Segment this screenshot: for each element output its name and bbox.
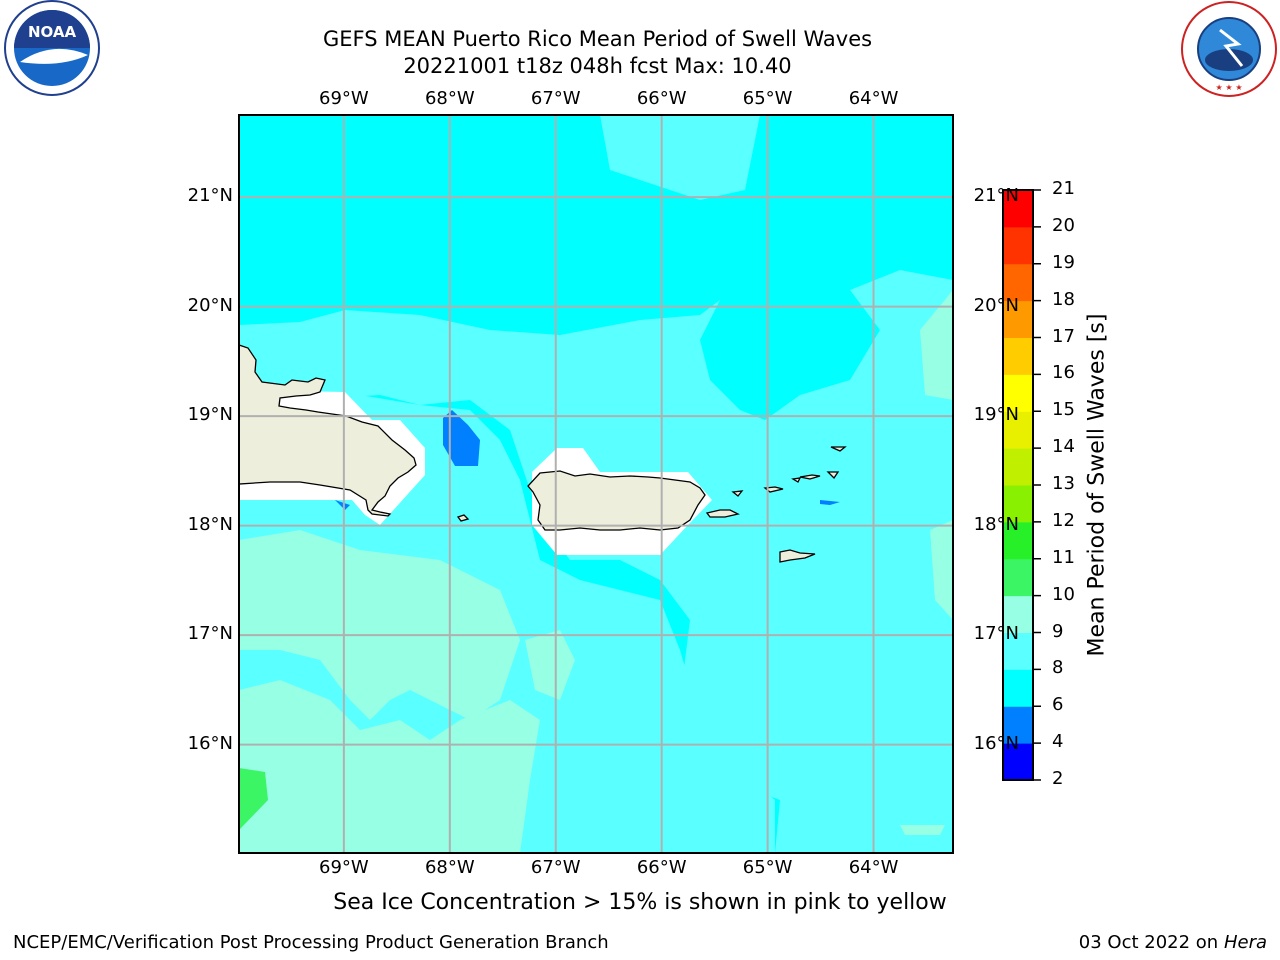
colorbar-swatch xyxy=(1003,226,1033,265)
latitude-label: 20°N xyxy=(973,294,1019,316)
colorbar-tick-label: 19 xyxy=(1052,251,1075,273)
period-10-11-region xyxy=(239,768,268,830)
colorbar-tick-label: 6 xyxy=(1052,694,1064,716)
colorbar-label: Mean Period of Swell Waves [s] xyxy=(1084,313,1110,657)
longitude-label: 66°W xyxy=(636,857,687,878)
latitude-label: 16°N xyxy=(187,732,233,754)
colorbar-tick-label: 10 xyxy=(1052,583,1075,605)
footer-credit: NCEP/EMC/Verification Post Processing Pr… xyxy=(13,932,609,953)
colorbar-tick-label: 12 xyxy=(1052,509,1075,531)
colorbar-swatch xyxy=(1003,632,1033,670)
colorbar-tick-label: 18 xyxy=(1052,288,1075,310)
colorbar-tick-label: 20 xyxy=(1052,214,1075,236)
latitude-label: 19°N xyxy=(973,404,1019,426)
sea-ice-note: Sea Ice Concentration > 15% is shown in … xyxy=(333,890,947,915)
colorbar-tick-label: 9 xyxy=(1052,620,1064,642)
colorbar-tick-label: 16 xyxy=(1052,362,1075,384)
latitude-label: 18°N xyxy=(973,513,1019,535)
chart-subtitle: 20221001 t18z 048h fcst Max: 10.40 xyxy=(403,54,792,78)
colorbar-swatch xyxy=(1003,190,1033,228)
longitude-label: 66°W xyxy=(636,88,687,109)
chart-title: GEFS MEAN Puerto Rico Mean Period of Swe… xyxy=(322,27,873,51)
colorbar xyxy=(1002,189,1041,781)
latitude-label: 20°N xyxy=(187,294,233,316)
colorbar-swatch xyxy=(1003,337,1033,375)
colorbar-tick-label: 13 xyxy=(1052,473,1075,494)
footer-date-text: 03 Oct 2022 on xyxy=(1078,932,1224,953)
latitude-label: 18°N xyxy=(187,513,233,535)
colorbar-swatch xyxy=(1003,300,1033,338)
colorbar-swatch xyxy=(1003,374,1033,412)
colorbar-swatch xyxy=(1003,595,1033,633)
longitude-label: 65°W xyxy=(742,857,793,878)
latitude-label: 21°N xyxy=(973,185,1019,207)
longitude-label: 69°W xyxy=(319,857,369,878)
colorbar-swatch xyxy=(1003,411,1033,449)
nws-logo: ★ ★ ★ xyxy=(1181,1,1277,97)
longitude-label: 67°W xyxy=(530,857,581,878)
longitude-label: 68°W xyxy=(424,88,475,109)
colorbar-tick-label: 4 xyxy=(1052,731,1064,753)
longitude-label: 64°W xyxy=(848,88,899,109)
colorbar-swatch xyxy=(1003,485,1033,523)
map-panel xyxy=(238,114,954,854)
latitude-label: 17°N xyxy=(187,623,233,645)
colorbar-tick-label: 2 xyxy=(1052,768,1064,789)
colorbar-tick-label: 11 xyxy=(1052,546,1075,568)
colorbar-swatch xyxy=(1003,521,1033,560)
latitude-label: 17°N xyxy=(973,623,1019,645)
colorbar-swatch xyxy=(1003,669,1033,707)
longitude-label: 67°W xyxy=(530,88,581,109)
latitude-label: 19°N xyxy=(187,404,233,426)
colorbar-tick-label: 17 xyxy=(1052,325,1075,347)
footer-host: Hera xyxy=(1223,932,1267,953)
svg-text:★ ★ ★: ★ ★ ★ xyxy=(1215,83,1242,92)
colorbar-swatch xyxy=(1003,706,1033,744)
longitude-label: 69°W xyxy=(319,88,369,109)
colorbar-tick-label: 14 xyxy=(1052,436,1075,458)
colorbar-tick-label: 8 xyxy=(1052,657,1064,679)
noaa-logo-text: NOAA xyxy=(28,23,77,41)
colorbar-swatch xyxy=(1003,743,1033,781)
period-4-6-region xyxy=(335,410,840,510)
longitude-label: 68°W xyxy=(424,857,475,878)
latitude-label: 16°N xyxy=(973,732,1019,754)
longitude-label: 64°W xyxy=(848,857,899,878)
graticule xyxy=(239,115,953,853)
noaa-logo: NOAA xyxy=(4,0,100,96)
colorbar-swatch xyxy=(1003,558,1033,597)
longitude-label: 65°W xyxy=(742,88,793,109)
colorbar-tick-label: 15 xyxy=(1052,399,1075,421)
latitude-label: 21°N xyxy=(187,185,233,207)
colorbar-tick-label: 21 xyxy=(1052,178,1075,199)
colorbar-swatch xyxy=(1003,448,1033,486)
colorbar-swatch xyxy=(1003,263,1033,302)
map-frame xyxy=(238,114,954,854)
footer-date: 03 Oct 2022 on Hera xyxy=(1079,932,1267,953)
